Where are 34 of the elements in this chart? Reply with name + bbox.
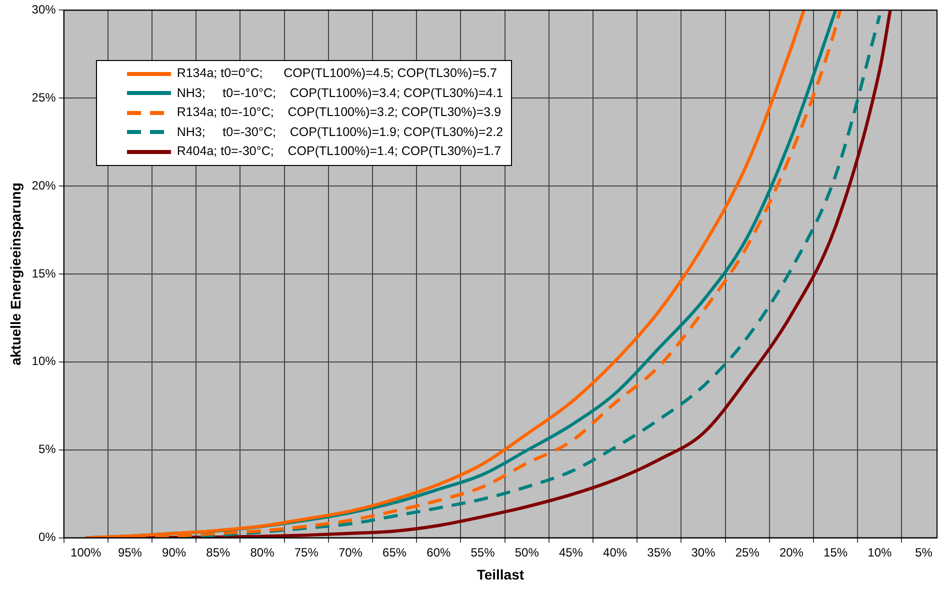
x-tick-label: 85%	[206, 545, 230, 560]
x-axis-title: Teillast	[476, 566, 524, 582]
x-tick-label: 45%	[558, 545, 584, 560]
x-tick-label: 95%	[118, 545, 142, 560]
legend-label: R404a; t0=-30°C; COP(TL100%)=1.4; COP(TL30%)=1.7	[176, 143, 502, 160]
x-tick-label: 25%	[735, 545, 760, 560]
x-tick-label: 30%	[691, 545, 716, 560]
x-tick-label: 40%	[603, 545, 628, 560]
x-tick-label: 5%	[915, 545, 933, 560]
x-tick-label: 70%	[338, 545, 363, 560]
legend-label: NH3; t0=-10°C; COP(TL100%)=3.4; COP(TL30%)=4.1	[176, 84, 504, 102]
y-tick-label: 20%	[32, 178, 56, 192]
y-tick-label: 10%	[32, 354, 56, 368]
x-tick-label: 60%	[426, 545, 451, 560]
x-tick-label: 75%	[294, 545, 319, 560]
x-tick-label: 50%	[514, 545, 540, 560]
y-tick-label: 5%	[38, 442, 56, 456]
x-tick-label: 35%	[647, 545, 672, 560]
x-tick-label: 65%	[382, 545, 407, 560]
y-tick-label: 30%	[32, 2, 56, 17]
x-tick-label: 10%	[868, 545, 892, 560]
legend-label: NH3; t0=-30°C; COP(TL100%)=1.9; COP(TL30%)=2.2	[176, 124, 504, 141]
x-tick-label: 100%	[70, 545, 102, 560]
legend-label: R134a; t0=0°C; COP(TL100%)=4.5; COP(TL30%)=5.7	[176, 65, 497, 82]
y-tick-label: 0%	[38, 530, 56, 544]
legend-label: R134a; t0=-10°C; COP(TL100%)=3.2; COP(TL30%)=3.9	[176, 104, 502, 122]
x-tick-label: 15%	[824, 545, 848, 560]
y-axis-title: aktuelle Energieeinsparung	[7, 182, 24, 366]
x-tick-label: 20%	[779, 545, 804, 560]
x-tick-label: 90%	[162, 545, 186, 560]
x-tick-label: 80%	[250, 545, 275, 560]
x-tick-label: 55%	[470, 545, 496, 560]
y-tick-label: 25%	[32, 90, 56, 104]
y-tick-label: 15%	[32, 266, 56, 280]
